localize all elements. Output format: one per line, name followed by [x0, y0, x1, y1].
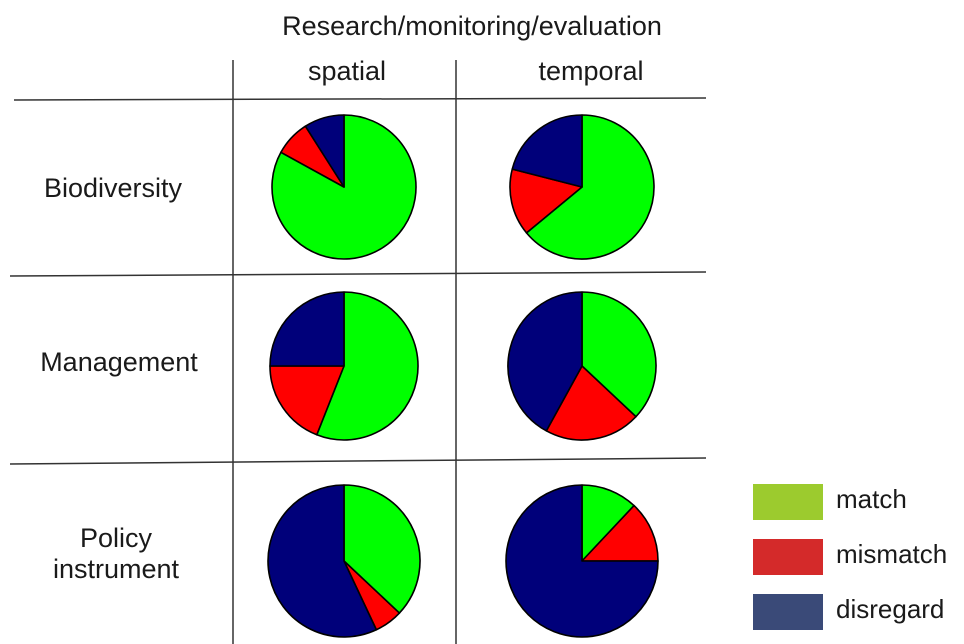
pie-slice-match [525, 114, 655, 260]
pie-slice-mismatch [509, 168, 583, 234]
legend-label-match: match [836, 484, 907, 514]
pie-slice-mismatch [545, 365, 637, 441]
pie-slice-match [315, 291, 419, 441]
row-header-management: Management [9, 347, 229, 378]
legend-swatch-disregard [753, 594, 823, 630]
pie-slice-match [271, 114, 417, 260]
row-header-policy-instrument: Policy instrument [6, 523, 226, 585]
pie-slice-disregard [505, 484, 659, 638]
row-header-line: Management [40, 347, 198, 377]
pie-slice-match [343, 484, 421, 614]
row-header-line: instrument [52, 554, 180, 585]
row-header-line: Policy [79, 523, 153, 553]
pie-slice-match [581, 291, 657, 418]
pie-slice-disregard [304, 114, 345, 188]
pie-slice-disregard [507, 291, 583, 432]
legend-swatch-mismatch [753, 539, 823, 575]
row-header-biodiversity: Biodiversity [3, 173, 223, 204]
pie-slice-disregard [269, 291, 345, 367]
pie-slice-mismatch [581, 504, 659, 562]
legend-label-mismatch: mismatch [836, 539, 948, 569]
pie-management-temporal [507, 291, 657, 441]
pie-slice-disregard [267, 484, 378, 638]
grid-line-horizontal [9, 271, 707, 277]
column-header-spatial: spatial [307, 56, 387, 86]
pie-policy-instrument-temporal [505, 484, 659, 638]
grid-line-horizontal [13, 97, 707, 101]
pie-biodiversity-spatial [271, 114, 417, 260]
pie-management-spatial [269, 291, 419, 441]
legend-label-disregard: disregard [836, 594, 945, 624]
chart-title: Research/monitoring/evaluation [282, 11, 662, 41]
row-header-line: Biodiversity [43, 173, 183, 203]
legend-swatch-match [753, 484, 823, 520]
pie-policy-instrument-spatial [267, 484, 421, 638]
pie-biodiversity-temporal [509, 114, 655, 260]
pie-slice-disregard [511, 114, 583, 188]
grid-line-horizontal [9, 457, 707, 465]
pie-slice-mismatch [269, 365, 345, 436]
pies-layer [267, 114, 659, 638]
column-header-temporal: temporal [538, 56, 644, 86]
